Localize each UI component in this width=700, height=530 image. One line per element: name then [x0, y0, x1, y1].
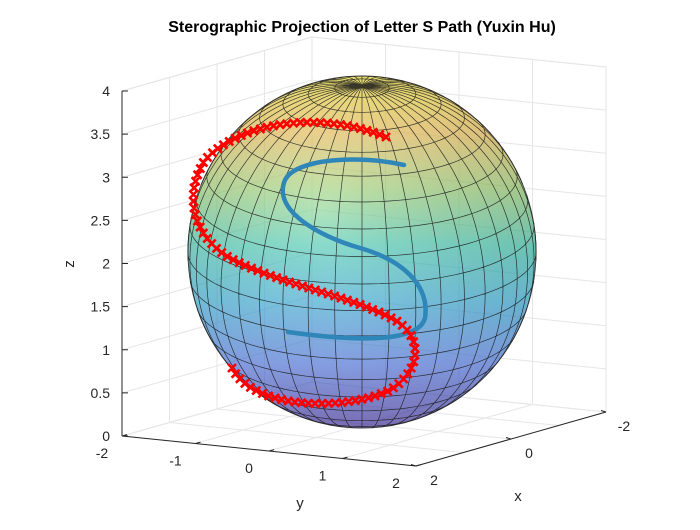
z-tick-label: 1.5: [91, 299, 111, 315]
s-path-projected: [188, 117, 420, 409]
y-tick-label: 0: [245, 460, 253, 476]
x-tick-label: 0: [525, 445, 533, 461]
y-ticks: -2 -1 0 1 2: [96, 434, 422, 491]
x-tick-mark: [410, 464, 417, 467]
s-path-plane: [280, 157, 428, 341]
chart-title: Sterographic Projection of Letter S Path…: [168, 19, 556, 36]
sphere-outline: [187, 75, 537, 429]
sphere-surface: [187, 75, 537, 429]
mesh-lines: [187, 75, 537, 429]
y-tick-mark: [195, 441, 201, 444]
y-tick-label: 1: [319, 468, 327, 484]
z-tick-label: 3: [102, 169, 110, 185]
x-tick-mark: [600, 410, 607, 413]
y-tick-mark: [268, 449, 275, 452]
z-ticks: 0 0.5 1 1.5 2 2.5 3 3.5 4: [91, 83, 128, 444]
y-tick-label: -2: [96, 445, 109, 461]
z-tick-label: 0: [102, 428, 110, 444]
z-tick-label: 3.5: [91, 126, 111, 142]
y-axis-label: y: [296, 495, 304, 512]
y-tick-label: 2: [392, 475, 400, 491]
z-tick-label: 0.5: [91, 385, 111, 401]
z-tick-label: 2: [102, 256, 110, 272]
s-path-projected-markers: [188, 117, 420, 409]
y-tick-mark: [415, 464, 422, 467]
s-path-plane-line: [280, 157, 428, 341]
z-tick-label: 4: [102, 83, 110, 99]
x-tick-mark: [505, 437, 512, 440]
z-axis-label: z: [61, 260, 78, 268]
x-axis-label: x: [514, 488, 522, 505]
y-tick-mark: [121, 434, 128, 437]
sphere-mesh: [187, 75, 537, 429]
z-tick-label: 1: [102, 342, 110, 358]
y-tick-mark: [342, 456, 348, 459]
z-tick-label: 2.5: [91, 212, 111, 228]
x-tick-label: 2: [430, 472, 438, 488]
x-ticks: -2 0 2: [410, 410, 631, 488]
y-tick-label: -1: [169, 453, 182, 469]
x-tick-label: -2: [618, 418, 631, 434]
